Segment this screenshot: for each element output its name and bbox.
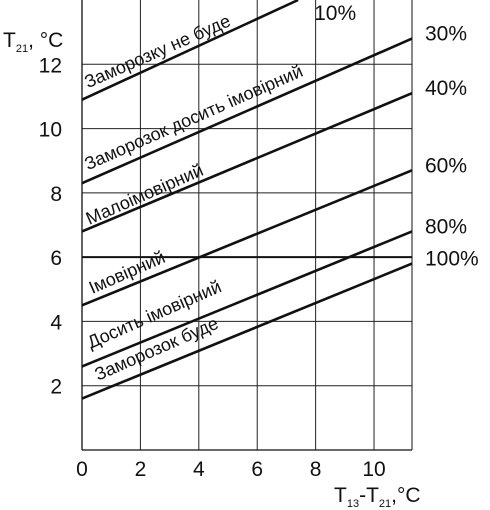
y-axis-label: T21, °C: [3, 29, 63, 55]
y-tick-label-6: 6: [50, 247, 62, 270]
x-axis-label-sub1: 13: [347, 498, 359, 510]
zone-label-0: Заморозку не буде: [81, 11, 233, 92]
y-axis-label-unit: , °C: [28, 29, 63, 52]
y-tick-label-2: 2: [50, 376, 62, 399]
x-tick-label-4: 4: [193, 458, 205, 481]
x-axis-label-sub2: 21: [379, 498, 391, 510]
y-tick-label-4: 4: [50, 311, 62, 334]
series-line-0: [81, 0, 299, 101]
y-tick-label-12: 12: [39, 54, 62, 77]
series-line-5: [81, 262, 413, 400]
series-label-2: 40%: [425, 77, 467, 100]
y-tick-label-8: 8: [50, 183, 62, 206]
zone-label-3: Імовірний: [86, 247, 168, 298]
x-tick-label-8: 8: [310, 458, 322, 481]
series-lines: [81, 0, 413, 400]
series-label-0: 10%: [314, 2, 356, 25]
series-label-4: 80%: [425, 215, 467, 238]
series-label-1: 30%: [425, 23, 467, 46]
series-label-3: 60%: [425, 154, 467, 177]
plot-frame: [81, 0, 413, 451]
series-line-1: [81, 37, 413, 185]
series-line-4: [81, 230, 413, 368]
zone-label-2: Малоімовірний: [83, 160, 206, 229]
tick-labels: 0 2 4 6 8 10 2 4 6 8 10 12: [39, 54, 386, 481]
x-axis-label-main: T: [334, 484, 347, 507]
y-axis-label-sub: 21: [16, 43, 28, 55]
x-tick-label-10: 10: [362, 458, 385, 481]
x-axis-label: T13-T21,°C: [334, 484, 421, 510]
series-label-5: 100%: [425, 248, 479, 271]
grid: [82, 0, 412, 450]
x-tick-label-6: 6: [251, 458, 263, 481]
y-axis-label-main: T: [3, 29, 16, 52]
series-labels: 10% 30% 40% 60% 80% 100%: [314, 2, 479, 271]
x-axis-label-unit: ,°C: [391, 484, 420, 507]
x-axis-label-mid: -T: [359, 484, 379, 507]
y-tick-label-10: 10: [39, 119, 62, 142]
x-tick-label-2: 2: [135, 458, 147, 481]
series-line-3: [81, 169, 413, 307]
x-tick-label-0: 0: [76, 458, 88, 481]
series-line-2: [81, 92, 413, 233]
